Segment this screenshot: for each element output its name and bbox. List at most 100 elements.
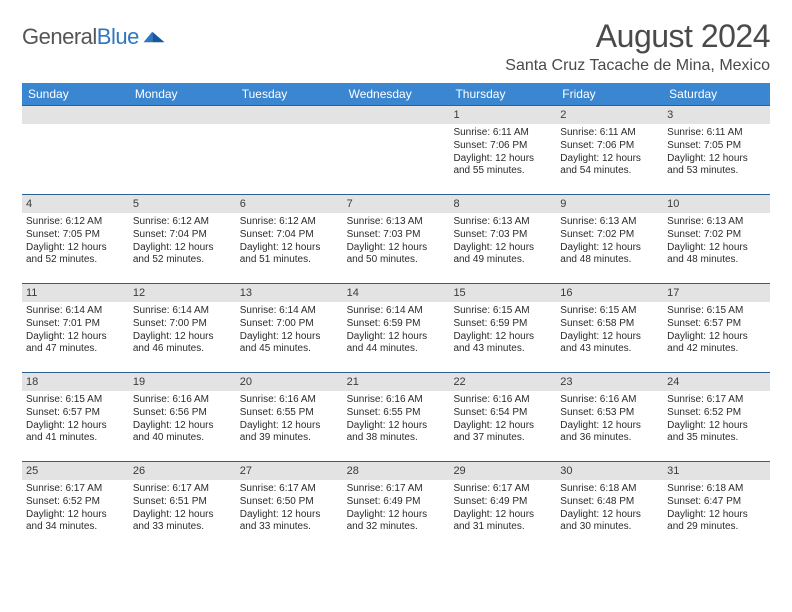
- day-cell: 24Sunrise: 6:17 AMSunset: 6:52 PMDayligh…: [663, 373, 770, 461]
- day-cell: 16Sunrise: 6:15 AMSunset: 6:58 PMDayligh…: [556, 284, 663, 372]
- daylight-line: Daylight: 12 hours and 33 minutes.: [133, 509, 232, 535]
- sunset-line: Sunset: 7:00 PM: [133, 318, 232, 331]
- daylight-line: Daylight: 12 hours and 54 minutes.: [560, 153, 659, 179]
- daylight-line: Daylight: 12 hours and 41 minutes.: [26, 420, 125, 446]
- sunrise-line: Sunrise: 6:13 AM: [667, 216, 766, 229]
- day-cell: 10Sunrise: 6:13 AMSunset: 7:02 PMDayligh…: [663, 195, 770, 283]
- sunset-line: Sunset: 7:02 PM: [560, 229, 659, 242]
- daylight-line: Daylight: 12 hours and 48 minutes.: [560, 242, 659, 268]
- day-cell: 28Sunrise: 6:17 AMSunset: 6:49 PMDayligh…: [343, 462, 450, 550]
- sunset-line: Sunset: 6:49 PM: [347, 496, 446, 509]
- daylight-line: Daylight: 12 hours and 43 minutes.: [453, 331, 552, 357]
- daylight-line: Daylight: 12 hours and 47 minutes.: [26, 331, 125, 357]
- day-number: 4: [22, 195, 129, 213]
- sunrise-line: Sunrise: 6:17 AM: [453, 483, 552, 496]
- day-number: 18: [22, 373, 129, 391]
- day-number: 6: [236, 195, 343, 213]
- day-cell: 17Sunrise: 6:15 AMSunset: 6:57 PMDayligh…: [663, 284, 770, 372]
- day-number: 9: [556, 195, 663, 213]
- sunset-line: Sunset: 7:01 PM: [26, 318, 125, 331]
- sunrise-line: Sunrise: 6:13 AM: [453, 216, 552, 229]
- sunrise-line: Sunrise: 6:16 AM: [560, 394, 659, 407]
- day-number: 13: [236, 284, 343, 302]
- daylight-line: Daylight: 12 hours and 55 minutes.: [453, 153, 552, 179]
- day-number: 22: [449, 373, 556, 391]
- day-number: 25: [22, 462, 129, 480]
- sunrise-line: Sunrise: 6:11 AM: [560, 127, 659, 140]
- dow-header-cell: Monday: [129, 83, 236, 105]
- day-cell: [22, 106, 129, 194]
- day-number: [343, 106, 450, 124]
- sunrise-line: Sunrise: 6:15 AM: [26, 394, 125, 407]
- brand-word-b: Blue: [97, 24, 139, 49]
- sunset-line: Sunset: 6:56 PM: [133, 407, 232, 420]
- daylight-line: Daylight: 12 hours and 46 minutes.: [133, 331, 232, 357]
- daylight-line: Daylight: 12 hours and 44 minutes.: [347, 331, 446, 357]
- day-cell: 18Sunrise: 6:15 AMSunset: 6:57 PMDayligh…: [22, 373, 129, 461]
- day-cell: 23Sunrise: 6:16 AMSunset: 6:53 PMDayligh…: [556, 373, 663, 461]
- day-number: 7: [343, 195, 450, 213]
- daylight-line: Daylight: 12 hours and 40 minutes.: [133, 420, 232, 446]
- day-number: 24: [663, 373, 770, 391]
- day-cell: 11 Sunrise: 6:14 AMSunset: 7:01 PMDayligh…: [22, 284, 129, 372]
- sunrise-line: Sunrise: 6:14 AM: [26, 305, 125, 318]
- daylight-line: Daylight: 12 hours and 50 minutes.: [347, 242, 446, 268]
- sunset-line: Sunset: 7:04 PM: [133, 229, 232, 242]
- sunrise-line: Sunrise: 6:12 AM: [133, 216, 232, 229]
- week-row: 25Sunrise: 6:17 AMSunset: 6:52 PMDayligh…: [22, 461, 770, 550]
- sunset-line: Sunset: 6:59 PM: [347, 318, 446, 331]
- daylight-line: Daylight: 12 hours and 51 minutes.: [240, 242, 339, 268]
- dow-header-row: SundayMondayTuesdayWednesdayThursdayFrid…: [22, 83, 770, 105]
- sunrise-line: Sunrise: 6:17 AM: [347, 483, 446, 496]
- week-row: 18Sunrise: 6:15 AMSunset: 6:57 PMDayligh…: [22, 372, 770, 461]
- day-number: 19: [129, 373, 236, 391]
- sunset-line: Sunset: 7:06 PM: [560, 140, 659, 153]
- day-cell: 22Sunrise: 6:16 AMSunset: 6:54 PMDayligh…: [449, 373, 556, 461]
- header: GeneralBlue August 2024 Santa Cruz Tacac…: [22, 18, 770, 75]
- location-subtitle: Santa Cruz Tacache de Mina, Mexico: [505, 57, 770, 75]
- brand-logo: GeneralBlue: [22, 18, 165, 50]
- daylight-line: Daylight: 12 hours and 29 minutes.: [667, 509, 766, 535]
- sunrise-line: Sunrise: 6:16 AM: [347, 394, 446, 407]
- dow-header-cell: Tuesday: [236, 83, 343, 105]
- day-cell: 9 Sunrise: 6:13 AMSunset: 7:02 PMDaylight…: [556, 195, 663, 283]
- day-number: 15: [449, 284, 556, 302]
- calendar-grid: SundayMondayTuesdayWednesdayThursdayFrid…: [22, 83, 770, 550]
- sunset-line: Sunset: 7:06 PM: [453, 140, 552, 153]
- sunrise-line: Sunrise: 6:18 AM: [560, 483, 659, 496]
- day-number: 28: [343, 462, 450, 480]
- sunrise-line: Sunrise: 6:17 AM: [26, 483, 125, 496]
- day-cell: 26Sunrise: 6:17 AMSunset: 6:51 PMDayligh…: [129, 462, 236, 550]
- sunrise-line: Sunrise: 6:17 AM: [133, 483, 232, 496]
- daylight-line: Daylight: 12 hours and 49 minutes.: [453, 242, 552, 268]
- daylight-line: Daylight: 12 hours and 31 minutes.: [453, 509, 552, 535]
- daylight-line: Daylight: 12 hours and 53 minutes.: [667, 153, 766, 179]
- sunrise-line: Sunrise: 6:17 AM: [667, 394, 766, 407]
- day-number: 11: [22, 284, 129, 302]
- day-cell: 4Sunrise: 6:12 AMSunset: 7:05 PMDaylight…: [22, 195, 129, 283]
- day-cell: 6 Sunrise: 6:12 AMSunset: 7:04 PMDaylight…: [236, 195, 343, 283]
- daylight-line: Daylight: 12 hours and 38 minutes.: [347, 420, 446, 446]
- dow-header-cell: Friday: [556, 83, 663, 105]
- sunrise-line: Sunrise: 6:14 AM: [347, 305, 446, 318]
- sunrise-line: Sunrise: 6:13 AM: [560, 216, 659, 229]
- sunset-line: Sunset: 6:54 PM: [453, 407, 552, 420]
- day-number: 31: [663, 462, 770, 480]
- weeks-container: 1Sunrise: 6:11 AMSunset: 7:06 PMDaylight…: [22, 105, 770, 550]
- sunset-line: Sunset: 7:04 PM: [240, 229, 339, 242]
- daylight-line: Daylight: 12 hours and 52 minutes.: [26, 242, 125, 268]
- sunset-line: Sunset: 6:55 PM: [240, 407, 339, 420]
- day-number: 16: [556, 284, 663, 302]
- daylight-line: Daylight: 12 hours and 36 minutes.: [560, 420, 659, 446]
- day-cell: 7Sunrise: 6:13 AMSunset: 7:03 PMDaylight…: [343, 195, 450, 283]
- sunrise-line: Sunrise: 6:12 AM: [240, 216, 339, 229]
- day-cell: 8Sunrise: 6:13 AMSunset: 7:03 PMDaylight…: [449, 195, 556, 283]
- sunset-line: Sunset: 7:02 PM: [667, 229, 766, 242]
- day-cell: [343, 106, 450, 194]
- sunrise-line: Sunrise: 6:18 AM: [667, 483, 766, 496]
- daylight-line: Daylight: 12 hours and 43 minutes.: [560, 331, 659, 357]
- sunset-line: Sunset: 6:50 PM: [240, 496, 339, 509]
- sunset-line: Sunset: 7:03 PM: [347, 229, 446, 242]
- sunset-line: Sunset: 7:05 PM: [667, 140, 766, 153]
- daylight-line: Daylight: 12 hours and 34 minutes.: [26, 509, 125, 535]
